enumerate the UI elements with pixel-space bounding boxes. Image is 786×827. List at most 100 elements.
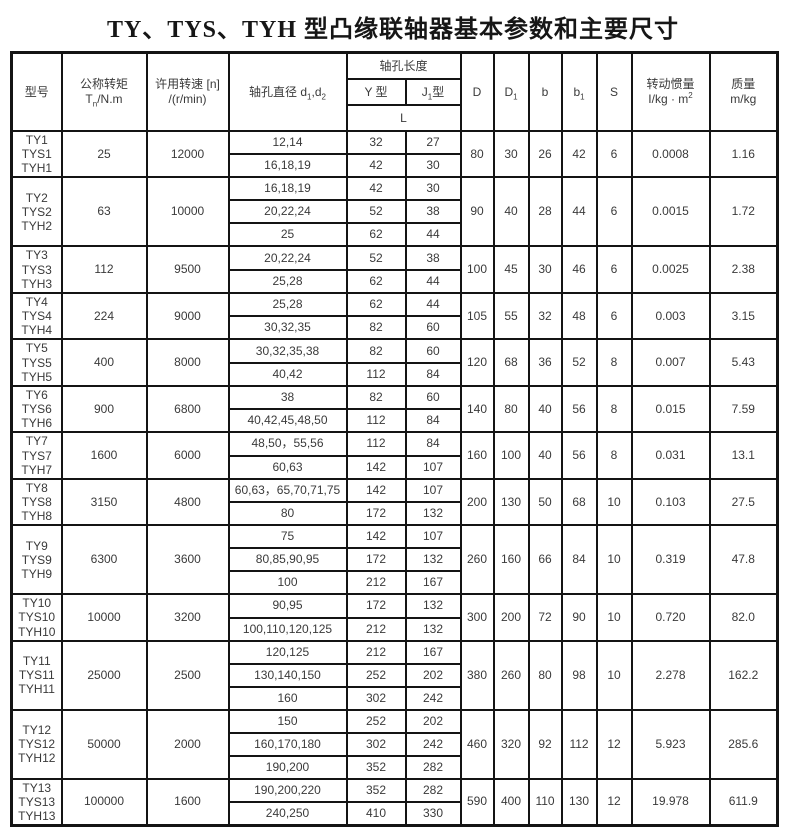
inertia-cell: 0.031 bbox=[630, 431, 711, 480]
model-cell: TY6 TYS6 TYH6 bbox=[10, 384, 63, 434]
D-cell: 105 bbox=[459, 291, 495, 341]
length-j1-cell: 84 bbox=[404, 431, 462, 457]
S-cell: 8 bbox=[595, 384, 633, 434]
length-y-cell: 410 bbox=[345, 800, 407, 827]
length-y-cell: 252 bbox=[345, 662, 407, 688]
table-row: TY12 TYS12 TYH12 50000 2000 150 252 202 460 320… bbox=[10, 708, 779, 780]
table-row: TY13 TYS13 TYH13 100000 1600 190,200,220 352… bbox=[10, 777, 779, 827]
bore-diameter-cell: 38 bbox=[227, 384, 348, 411]
S-cell: 10 bbox=[595, 524, 633, 596]
col-header-L: L bbox=[345, 104, 462, 132]
inertia-cell: 19.978 bbox=[630, 777, 711, 827]
D-cell: 460 bbox=[459, 708, 495, 780]
length-y-cell: 82 bbox=[345, 384, 407, 411]
table-row: TY6 TYS6 TYH6 900 6800 38 82 60 140 80 40 56 8 0.01… bbox=[10, 384, 779, 434]
table-row: 25,28 62 44 bbox=[12, 268, 778, 294]
inertia-cell: 0.0025 bbox=[630, 245, 711, 294]
bore-diameter-cell: 75 bbox=[227, 524, 348, 550]
inertia-cell: 0.007 bbox=[630, 338, 711, 387]
mass-cell: 611.9 bbox=[708, 777, 779, 827]
model-cell: TY5 TYS5 TYH5 bbox=[10, 338, 63, 387]
b-cell: 50 bbox=[527, 477, 563, 527]
table-row: TY1 TYS1 TYH1 25 12000 12,14 32 27 80 30 26 42 6 0.… bbox=[10, 129, 779, 179]
length-y-cell: 42 bbox=[345, 153, 407, 179]
b1-cell: 112 bbox=[560, 708, 598, 780]
col-header-bore-diameter: 轴孔直径 d1,d2 bbox=[227, 51, 348, 132]
b-cell: 92 bbox=[527, 708, 563, 780]
torque-cell: 10000 bbox=[60, 593, 148, 642]
length-j1-cell: 60 bbox=[404, 384, 462, 411]
col-header-mass: 质量 m/kg bbox=[708, 51, 779, 132]
col-header-S: S bbox=[595, 51, 633, 132]
b-cell: 36 bbox=[527, 338, 563, 387]
mass-cell: 5.43 bbox=[708, 338, 779, 387]
S-cell: 10 bbox=[595, 593, 633, 642]
table-row: TY10 TYS10 TYH10 10000 3200 90,95 172 132 300 2… bbox=[10, 593, 779, 642]
bore-diameter-cell: 25,28 bbox=[227, 291, 348, 318]
length-j1-cell: 282 bbox=[404, 777, 462, 803]
bore-diameter-cell: 150 bbox=[227, 708, 348, 734]
length-j1-cell: 107 bbox=[404, 477, 462, 504]
col-header-b1: b1 bbox=[560, 51, 598, 132]
table-row: TY4 TYS4 TYH4 224 9000 25,28 62 44 105 55 32 48 6 0… bbox=[10, 291, 779, 341]
length-j1-cell: 132 bbox=[404, 593, 462, 619]
bore-diameter-cell: 100,110,120,125 bbox=[227, 616, 348, 642]
table-row: 25 62 44 bbox=[12, 222, 778, 248]
col-header-y-type: Y 型 bbox=[345, 78, 407, 106]
speed-cell: 9000 bbox=[145, 291, 230, 341]
table-row: 160 302 242 bbox=[12, 685, 778, 711]
inertia-cell: 0.003 bbox=[630, 291, 711, 341]
S-cell: 6 bbox=[595, 291, 633, 341]
S-cell: 8 bbox=[595, 431, 633, 480]
D-cell: 160 bbox=[459, 431, 495, 480]
torque-cell: 50000 bbox=[60, 708, 148, 780]
length-j1-cell: 132 bbox=[404, 616, 462, 642]
length-y-cell: 62 bbox=[345, 222, 407, 248]
D1-cell: 130 bbox=[492, 477, 530, 527]
length-y-cell: 62 bbox=[345, 291, 407, 318]
D-cell: 140 bbox=[459, 384, 495, 434]
bore-diameter-cell: 60,63 bbox=[227, 454, 348, 480]
length-y-cell: 52 bbox=[345, 199, 407, 225]
length-j1-cell: 44 bbox=[404, 222, 462, 248]
b1-cell: 56 bbox=[560, 431, 598, 480]
table-row: 40,42 112 84 bbox=[12, 361, 778, 387]
D1-cell: 55 bbox=[492, 291, 530, 341]
b-cell: 26 bbox=[527, 129, 563, 179]
model-cell: TY11 TYS11 TYH11 bbox=[10, 639, 63, 711]
length-j1-cell: 38 bbox=[404, 199, 462, 225]
D1-cell: 30 bbox=[492, 129, 530, 179]
speed-cell: 6000 bbox=[145, 431, 230, 480]
mass-cell: 2.38 bbox=[708, 245, 779, 294]
bore-diameter-cell: 16,18,19 bbox=[227, 153, 348, 179]
length-y-cell: 52 bbox=[345, 245, 407, 271]
b-cell: 80 bbox=[527, 639, 563, 711]
length-y-cell: 172 bbox=[345, 547, 407, 573]
bore-diameter-cell: 60,63，65,70,71,75 bbox=[227, 477, 348, 504]
b1-cell: 130 bbox=[560, 777, 598, 827]
table-row: TY3 TYS3 TYH3 112 9500 20,22,24 52 38 100 45 30 4… bbox=[10, 245, 779, 294]
length-j1-cell: 330 bbox=[404, 800, 462, 827]
bore-diameter-cell: 240,250 bbox=[227, 800, 348, 827]
model-cell: TY2 TYS2 TYH2 bbox=[10, 176, 63, 248]
D1-cell: 400 bbox=[492, 777, 530, 827]
length-y-cell: 352 bbox=[345, 754, 407, 780]
col-header-D: D bbox=[459, 51, 495, 132]
bore-diameter-cell: 130,140,150 bbox=[227, 662, 348, 688]
S-cell: 10 bbox=[595, 639, 633, 711]
D1-cell: 100 bbox=[492, 431, 530, 480]
length-j1-cell: 84 bbox=[404, 361, 462, 387]
table-row: 100,110,120,125 212 132 bbox=[12, 616, 778, 642]
inertia-cell: 0.0008 bbox=[630, 129, 711, 179]
torque-cell: 1600 bbox=[60, 431, 148, 480]
bore-diameter-cell: 160,170,180 bbox=[227, 731, 348, 757]
table-row: 130,140,150 252 202 bbox=[12, 662, 778, 688]
D-cell: 200 bbox=[459, 477, 495, 527]
table-row: 16,18,19 42 30 bbox=[12, 153, 778, 179]
table-row: 30,32,35 82 60 bbox=[12, 315, 778, 341]
S-cell: 6 bbox=[595, 129, 633, 179]
D-cell: 260 bbox=[459, 524, 495, 596]
model-cell: TY10 TYS10 TYH10 bbox=[10, 593, 63, 642]
bore-diameter-cell: 190,200,220 bbox=[227, 777, 348, 803]
inertia-cell: 5.923 bbox=[630, 708, 711, 780]
